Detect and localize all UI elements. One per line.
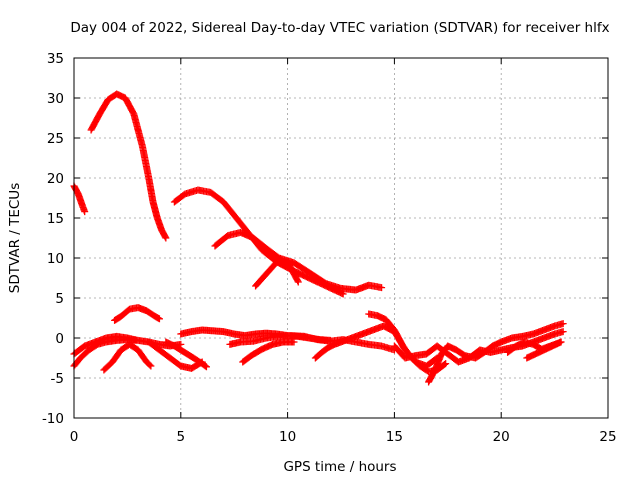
series-arc-21 <box>523 338 565 362</box>
series-arc-17 <box>365 310 450 376</box>
data-point <box>147 362 155 370</box>
data-point <box>294 278 302 286</box>
data-point <box>559 320 567 328</box>
x-tick-label: 10 <box>279 429 296 445</box>
y-tick-label: 10 <box>47 251 64 267</box>
series-arc-8 <box>70 336 140 370</box>
x-tick-label: 5 <box>177 429 186 445</box>
data-point <box>290 338 298 346</box>
series-arc-15 <box>311 338 345 362</box>
y-tick-label: 0 <box>55 331 64 347</box>
data-point <box>155 315 163 323</box>
chart-title: Day 004 of 2022, Sidereal Day-to-day VTE… <box>70 20 609 36</box>
series-arc-14 <box>239 338 298 366</box>
series-arc-5 <box>252 258 302 290</box>
x-tick-label: 15 <box>386 429 403 445</box>
series-arc-6 <box>111 304 163 324</box>
data-point <box>201 362 209 370</box>
data-point <box>378 284 386 292</box>
data-point <box>202 363 210 371</box>
series-arc-1 <box>70 182 89 216</box>
y-axis-label: SDTVAR / TECUs <box>7 183 23 293</box>
axis-ticks: 0 5 10 15 20 25 -10 -5 0 5 10 15 20 25 30 35 <box>42 51 617 445</box>
series-arc-2 <box>87 90 170 242</box>
data-point <box>146 361 154 369</box>
series-arc-9 <box>100 340 155 374</box>
data-point <box>162 234 170 242</box>
plot-frame <box>73 57 609 419</box>
series-arc-18 <box>390 328 567 366</box>
data-point <box>198 358 206 366</box>
grid-lines <box>74 58 608 418</box>
series-arc-11 <box>145 338 206 372</box>
data-point <box>81 208 89 216</box>
data-point <box>557 338 565 346</box>
y-tick-label: 35 <box>47 51 64 67</box>
x-tick-label: 25 <box>599 429 616 445</box>
data-point <box>559 328 567 336</box>
x-axis-label: GPS time / hours <box>283 459 396 475</box>
y-tick-label: -5 <box>51 371 64 387</box>
y-tick-label: 25 <box>47 131 64 147</box>
data-points <box>70 90 567 386</box>
y-tick-label: 20 <box>47 171 64 187</box>
y-tick-label: 30 <box>47 91 64 107</box>
data-point <box>294 277 302 285</box>
y-tick-label: -10 <box>42 411 64 427</box>
x-tick-label: 20 <box>493 429 510 445</box>
data-point <box>197 359 205 367</box>
data-point <box>442 360 450 368</box>
y-tick-label: 5 <box>55 291 64 307</box>
data-point <box>132 336 140 344</box>
y-tick-label: 15 <box>47 211 64 227</box>
x-tick-label: 0 <box>70 429 79 445</box>
series-arc-19 <box>425 320 567 386</box>
data-point <box>441 360 449 368</box>
